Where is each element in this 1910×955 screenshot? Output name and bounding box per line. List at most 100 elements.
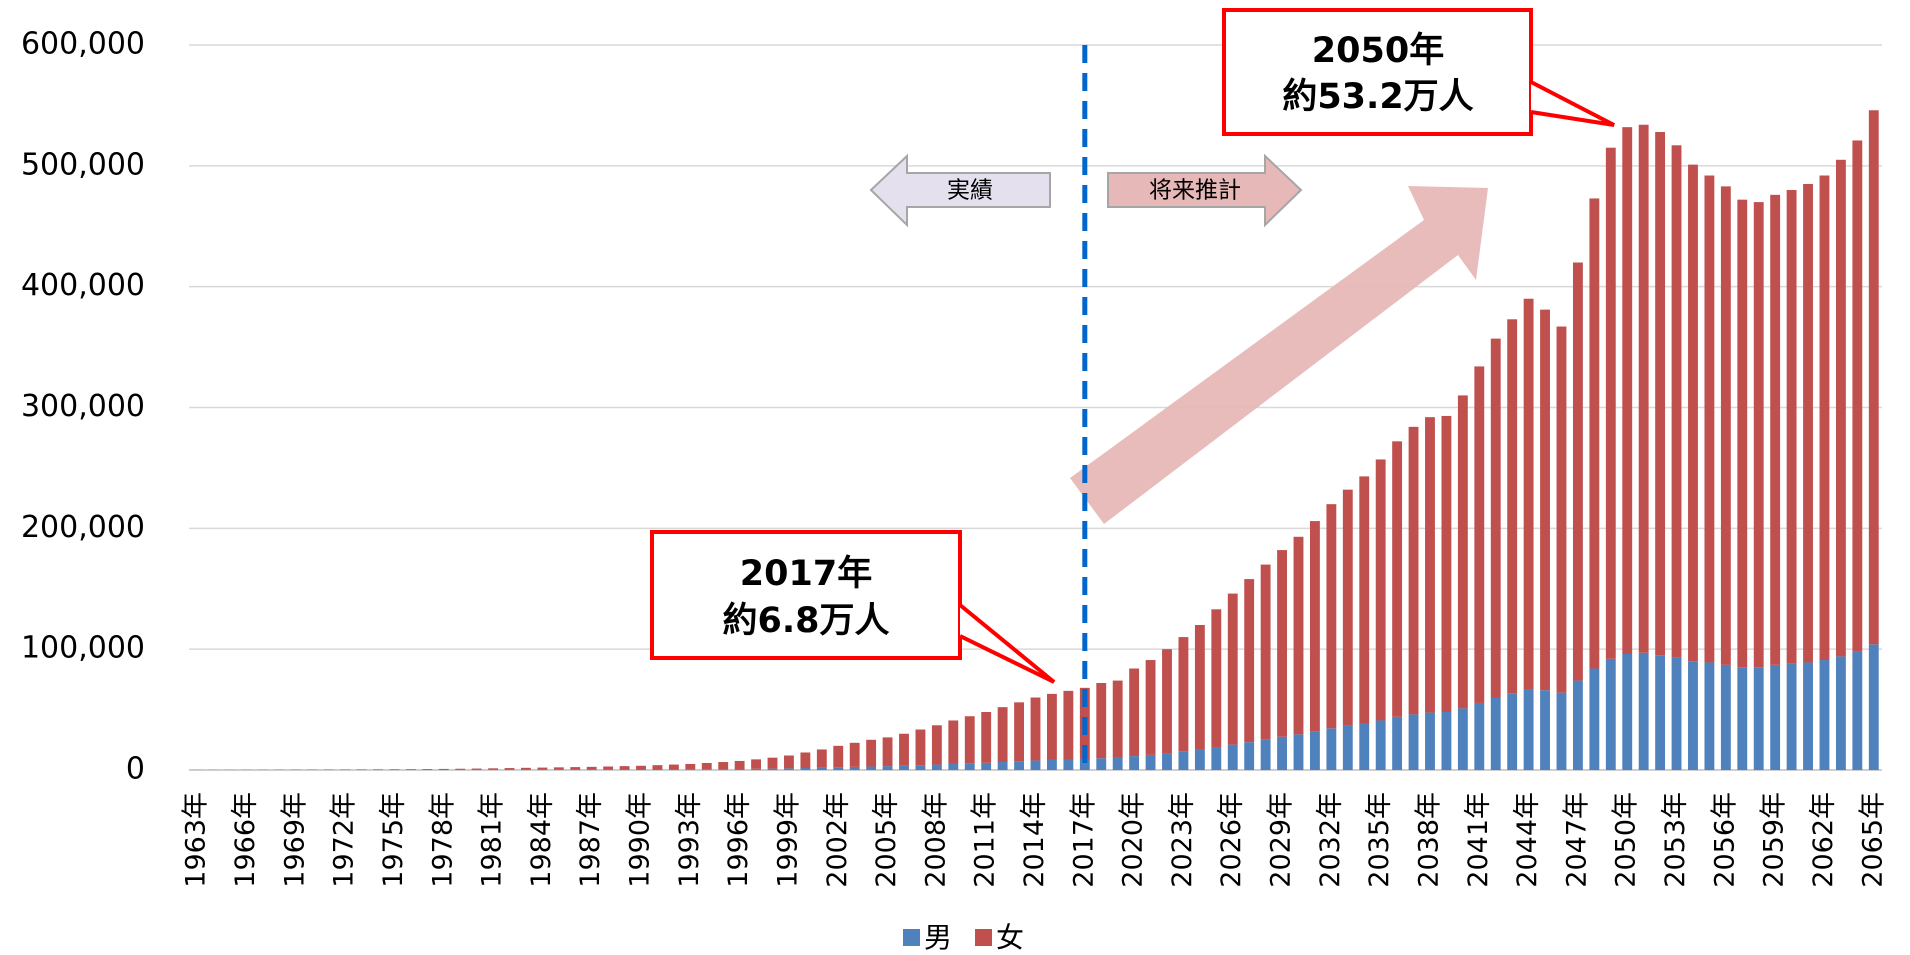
bar-segment bbox=[1803, 662, 1813, 770]
bar-segment bbox=[389, 769, 400, 770]
x-tick-label: 2008年 bbox=[920, 792, 951, 888]
bar-segment bbox=[767, 757, 778, 769]
bar-segment bbox=[1408, 714, 1419, 770]
bar-segment bbox=[997, 707, 1008, 763]
x-tick-label: 1999年 bbox=[772, 792, 803, 888]
bar-segment bbox=[373, 769, 383, 770]
bar-segment bbox=[1162, 753, 1172, 770]
x-tick-label: 2005年 bbox=[871, 792, 902, 888]
bar-segment bbox=[1392, 441, 1403, 717]
bar-segment bbox=[1770, 664, 1781, 770]
bar-segment bbox=[1277, 550, 1287, 737]
callout-pointer bbox=[1530, 80, 1615, 127]
bar-segment bbox=[1572, 680, 1583, 770]
x-tick-label: 2014年 bbox=[1019, 792, 1050, 888]
bar-segment bbox=[1342, 489, 1353, 726]
bar-segment bbox=[586, 766, 597, 770]
bar-segment bbox=[1835, 656, 1846, 770]
bar-segment bbox=[668, 764, 679, 770]
bar-segment bbox=[1753, 667, 1764, 770]
bar-segment bbox=[1342, 725, 1353, 770]
bar-segment bbox=[1523, 298, 1534, 690]
bar-segment bbox=[1474, 366, 1485, 703]
bar-segment bbox=[833, 745, 844, 768]
bar-segment bbox=[1244, 742, 1255, 770]
bar-segment bbox=[1392, 716, 1403, 770]
bar-segment bbox=[882, 737, 893, 767]
bar-segment bbox=[1457, 395, 1468, 709]
bar-segment bbox=[570, 767, 581, 770]
bar-segment bbox=[1293, 734, 1304, 770]
bar-segment bbox=[1375, 720, 1386, 770]
bar-segment bbox=[1096, 758, 1107, 770]
bar-segment bbox=[1655, 132, 1666, 656]
bar-segment bbox=[1326, 728, 1337, 770]
bar-segment bbox=[931, 725, 942, 765]
bar-segment bbox=[734, 768, 745, 770]
bar-segment bbox=[521, 767, 531, 770]
bar-segment bbox=[1425, 417, 1435, 713]
bar-segment bbox=[948, 720, 959, 764]
x-tick-label: 2038年 bbox=[1413, 792, 1444, 888]
x-tick-label: 2002年 bbox=[822, 792, 853, 888]
bar-segment bbox=[1605, 147, 1616, 659]
bar-segment bbox=[1671, 145, 1682, 658]
bar-segment bbox=[1490, 338, 1501, 698]
bar-segment bbox=[1375, 459, 1386, 721]
future-arrow bbox=[1107, 153, 1303, 228]
bar-segment bbox=[1605, 658, 1616, 770]
past-arrow bbox=[869, 153, 1051, 228]
x-tick-label: 2011年 bbox=[970, 792, 1001, 888]
bar-segment bbox=[1720, 664, 1731, 770]
bar-segment bbox=[1063, 759, 1074, 770]
bar-segment bbox=[784, 768, 794, 770]
x-tick-label: 1969年 bbox=[279, 792, 310, 888]
bar-segment bbox=[504, 768, 515, 770]
bar-segment bbox=[981, 712, 992, 763]
bar-segment bbox=[471, 768, 482, 770]
callout-box bbox=[650, 530, 962, 660]
bar-segment bbox=[652, 765, 663, 770]
bar-segment bbox=[849, 742, 860, 767]
y-tick-label: 400,000 bbox=[21, 268, 145, 303]
bar-segment bbox=[866, 739, 877, 767]
bar-segment bbox=[1425, 712, 1435, 770]
bar-segment bbox=[1655, 655, 1666, 770]
bar-segment bbox=[1457, 708, 1468, 770]
bar-segment bbox=[1441, 712, 1452, 770]
x-tick-label: 2062年 bbox=[1808, 792, 1839, 888]
bar-segment bbox=[1293, 536, 1304, 735]
bar-segment bbox=[1638, 124, 1649, 653]
bar-segment bbox=[997, 762, 1008, 770]
x-tick-label: 2032年 bbox=[1315, 792, 1346, 888]
x-tick-label: 2023年 bbox=[1167, 792, 1198, 888]
bar-segment bbox=[882, 766, 893, 770]
bar-segment bbox=[1227, 593, 1238, 745]
trend-arrow bbox=[1070, 186, 1488, 524]
bar-segment bbox=[800, 768, 811, 770]
future-label: 将来推計 bbox=[1149, 178, 1241, 204]
callout-text: 約6.8万人 bbox=[722, 601, 889, 641]
bar-segment bbox=[422, 769, 433, 770]
x-tick-label: 1987年 bbox=[575, 792, 606, 888]
x-tick-label: 2020年 bbox=[1118, 792, 1149, 888]
bar-segment bbox=[899, 765, 909, 770]
bar-segment bbox=[1129, 668, 1140, 757]
bar-segment bbox=[751, 768, 762, 770]
bar-segment bbox=[1211, 747, 1222, 770]
bar-segment bbox=[1556, 692, 1567, 770]
bar-segment bbox=[1260, 564, 1271, 740]
bar-segment bbox=[685, 763, 696, 770]
bar-segment bbox=[1178, 751, 1189, 770]
callout-box bbox=[1222, 8, 1533, 136]
bar-segment bbox=[1737, 199, 1748, 668]
x-tick-label: 2050年 bbox=[1611, 792, 1642, 888]
x-tick-label: 2053年 bbox=[1660, 792, 1691, 888]
bar-segment bbox=[1244, 579, 1255, 743]
legend-label: 女 bbox=[996, 921, 1024, 954]
bar-segment bbox=[1441, 415, 1452, 712]
bar-segment bbox=[784, 755, 794, 769]
y-tick-label: 0 bbox=[126, 752, 145, 787]
bar-segment bbox=[833, 767, 844, 770]
bar-segment bbox=[1474, 702, 1485, 770]
